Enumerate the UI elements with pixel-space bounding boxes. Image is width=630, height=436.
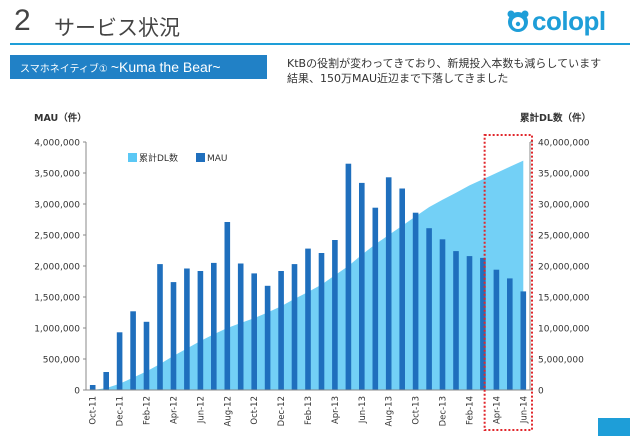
mau-bar-oct-12 — [251, 273, 257, 390]
mau-bar-dec-13 — [439, 239, 446, 390]
x-tick-label: Apr-12 — [169, 396, 179, 424]
mau-bar-aug-12 — [224, 222, 231, 390]
mau-bar-apr-13 — [332, 240, 338, 390]
mau-bar-feb-14 — [466, 256, 473, 390]
x-tick-label: Dec-12 — [277, 396, 287, 426]
logo-text: colopl — [532, 5, 606, 36]
mau-bar-apr-14 — [493, 269, 500, 390]
x-tick-label: Aug-12 — [223, 396, 233, 426]
x-tick-label: Jun-13 — [358, 396, 368, 424]
mau-bar-dec-11 — [116, 332, 123, 390]
mau-bar-mar-12 — [157, 264, 163, 390]
banner-title: ~Kuma the Bear~ — [110, 59, 221, 75]
banner-subtitle: スマホネイティブ① — [20, 63, 108, 75]
x-tick-label: Dec-13 — [439, 396, 449, 426]
y-right-tick-label: 40,000,000 — [538, 139, 590, 149]
mau-bar-jun-12 — [197, 271, 204, 390]
section-banner: スマホネイティブ① ~Kuma the Bear~ — [10, 55, 267, 79]
legend-label-mau: MAU — [207, 154, 228, 164]
mau-bar-apr-12 — [170, 282, 177, 390]
y-right-tick-label: 35,000,000 — [538, 170, 590, 180]
x-tick-label: Feb-14 — [465, 396, 475, 425]
mau-bar-jul-13 — [372, 207, 379, 390]
x-tick-label: Jun-14 — [519, 396, 529, 424]
mau-bar-may-13 — [345, 163, 352, 390]
mau-bar-sep-13 — [399, 188, 405, 390]
y-right-tick-label: 0 — [538, 387, 544, 397]
legend-swatch-mau — [196, 153, 205, 162]
y-right-tick-label: 10,000,000 — [538, 325, 590, 335]
mau-bar-jan-12 — [130, 311, 136, 390]
slide-title: サービス状況 — [54, 16, 180, 40]
y-left-tick-label: 3,500,000 — [34, 170, 80, 180]
description-line-1: KtBの役割が変わってきており、新規投入本数も減らしています — [287, 57, 602, 70]
mau-bar-feb-12 — [143, 321, 150, 390]
page-corner-tab — [598, 418, 630, 436]
mau-bar-nov-11 — [103, 372, 109, 390]
x-tick-label: Oct-12 — [250, 396, 260, 425]
slide-number: 2 — [14, 4, 31, 37]
y-left-tick-label: 0 — [74, 387, 80, 397]
x-tick-label: Apr-13 — [331, 396, 341, 424]
mau-bar-nov-12 — [264, 285, 271, 390]
mau-bar-may-12 — [184, 268, 190, 390]
y-right-tick-label: 25,000,000 — [538, 232, 590, 242]
mau-bar-feb-13 — [305, 248, 311, 390]
highlight-box — [483, 134, 533, 431]
y-left-axis-title: MAU（件） — [34, 112, 87, 124]
x-tick-label: Oct-11 — [89, 396, 99, 425]
y-left-tick-label: 500,000 — [43, 356, 80, 366]
x-tick-label: Dec-11 — [116, 396, 126, 426]
legend-label-dl: 累計DL数 — [139, 152, 178, 164]
y-right-axis-title: 累計DL数（件） — [520, 112, 591, 124]
legend-swatch-dl — [128, 153, 137, 162]
mau-bar-aug-13 — [385, 177, 392, 390]
y-left-tick-label: 3,000,000 — [34, 201, 80, 211]
mau-bar-mar-13 — [318, 253, 325, 390]
x-tick-label: Jun-12 — [196, 396, 206, 424]
mau-bar-jan-13 — [291, 264, 298, 390]
y-right-tick-label: 15,000,000 — [538, 294, 590, 304]
x-tick-label: Oct-13 — [412, 396, 422, 425]
mau-bar-jul-12 — [211, 262, 217, 390]
description-line-2: 結果、150万MAU近辺まで下落してきました — [287, 72, 509, 85]
mau-bar-oct-11 — [89, 385, 96, 390]
mau-bar-oct-13 — [412, 212, 419, 390]
x-tick-label: Feb-12 — [143, 396, 153, 425]
bear-mascot-icon — [507, 10, 529, 32]
colopl-logo: colopl — [506, 6, 606, 36]
y-left-tick-label: 2,000,000 — [34, 263, 80, 273]
mau-bar-jun-14 — [520, 291, 527, 390]
y-left-tick-label: 2,500,000 — [34, 232, 80, 242]
mau-bar-dec-12 — [278, 271, 284, 390]
y-left-tick-label: 1,000,000 — [34, 325, 80, 335]
mau-bar-sep-12 — [237, 263, 244, 390]
mau-bar-jan-14 — [453, 251, 459, 390]
y-left-tick-label: 4,000,000 — [34, 139, 80, 149]
y-left-tick-label: 1,500,000 — [34, 294, 80, 304]
header-rule — [10, 43, 630, 45]
y-right-tick-label: 20,000,000 — [538, 263, 590, 273]
description: KtBの役割が変わってきており、新規投入本数も減らしています 結果、150万MA… — [287, 56, 601, 86]
x-tick-label: Aug-13 — [385, 396, 395, 426]
y-right-tick-label: 30,000,000 — [538, 201, 590, 211]
mau-bar-may-14 — [507, 278, 513, 390]
x-tick-label: Feb-13 — [304, 396, 314, 425]
mau-bar-jun-13 — [359, 182, 365, 390]
x-tick-label: Apr-14 — [492, 396, 502, 424]
mau-bar-nov-13 — [426, 228, 432, 390]
mau-bar-mar-14 — [480, 257, 486, 390]
y-right-tick-label: 5,000,000 — [538, 356, 584, 366]
